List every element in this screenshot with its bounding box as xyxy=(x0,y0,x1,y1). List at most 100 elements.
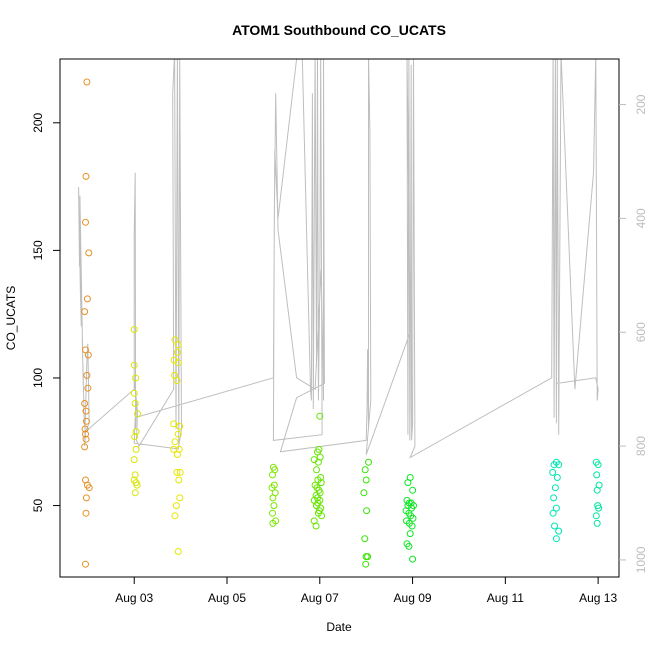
data-point-s3-6 xyxy=(269,494,277,502)
data-point-s4-4 xyxy=(314,458,322,466)
data-point-s6-18 xyxy=(405,542,413,550)
data-point-s1-4 xyxy=(131,400,139,407)
data-point-s2-2 xyxy=(173,348,181,356)
data-point-s0-13 xyxy=(81,425,89,433)
data-point-s2-8 xyxy=(176,422,184,430)
data-point-s7-9 xyxy=(551,522,558,530)
data-point-s2-9 xyxy=(174,430,182,438)
data-point-s2-7 xyxy=(170,420,178,428)
data-point-s6-16 xyxy=(406,530,414,538)
data-point-s2-0 xyxy=(171,336,179,344)
data-point-s1-8 xyxy=(132,445,140,453)
y2-tick-label: 400 xyxy=(634,208,648,228)
data-point-s5-0 xyxy=(365,458,372,466)
data-point-s8-8 xyxy=(593,519,601,527)
data-point-s8-2 xyxy=(593,471,601,479)
data-point-s1-1 xyxy=(130,361,138,369)
data-point-s0-7 xyxy=(84,351,92,359)
x-axis: Aug 03 Aug 05 Aug 07 Aug 09 Aug 11 Aug 13 xyxy=(115,577,617,605)
y2-tick-label: 200 xyxy=(634,94,648,114)
data-point-s8-7 xyxy=(592,512,600,520)
data-point-s2-18 xyxy=(172,502,180,510)
y-tick-label: 50 xyxy=(31,499,45,513)
profile-line xyxy=(78,59,599,459)
x-tick-label: Aug 13 xyxy=(579,591,617,605)
data-point-s0-5 xyxy=(81,308,89,316)
y2-tick-label: 600 xyxy=(634,322,648,342)
data-point-s7-6 xyxy=(550,494,558,502)
profile-line-layer xyxy=(78,59,599,459)
data-point-s7-11 xyxy=(552,535,560,543)
data-points-layer xyxy=(81,78,603,568)
data-point-s6-12 xyxy=(409,514,417,522)
data-point-s1-3 xyxy=(130,389,138,397)
data-point-s6-15 xyxy=(408,522,416,530)
data-point-s0-22 xyxy=(82,560,89,568)
y-tick-label: 200 xyxy=(31,112,45,132)
x-tick-label: Aug 03 xyxy=(115,591,153,605)
data-point-s0-10 xyxy=(81,400,89,407)
data-point-s2-6 xyxy=(173,377,181,384)
chart-title: ATOM1 Southbound CO_UCATS xyxy=(232,22,446,38)
data-point-s7-4 xyxy=(553,474,561,481)
data-point-s2-20 xyxy=(174,548,182,555)
data-point-s0-9 xyxy=(84,384,92,392)
data-point-s0-4 xyxy=(83,295,91,303)
data-point-s0-6 xyxy=(82,346,89,354)
data-point-s0-16 xyxy=(81,443,89,451)
data-point-s2-19 xyxy=(171,512,179,520)
plot-frame xyxy=(59,58,620,578)
data-point-s0-3 xyxy=(85,249,93,257)
y2-tick-label: 1000 xyxy=(634,546,648,573)
data-point-s5-4 xyxy=(363,507,371,515)
data-point-s5-3 xyxy=(360,489,368,497)
data-point-s7-10 xyxy=(555,527,563,535)
data-point-s1-7 xyxy=(131,433,139,441)
data-point-s2-1 xyxy=(174,341,182,349)
x-tick-label: Aug 05 xyxy=(208,591,246,605)
data-point-s7-1 xyxy=(550,461,558,469)
data-point-s0-1 xyxy=(82,172,90,180)
data-point-s0-15 xyxy=(82,435,90,443)
x-tick-label: Aug 11 xyxy=(487,591,524,605)
data-point-s3-7 xyxy=(270,502,278,510)
data-point-s5-7 xyxy=(364,553,372,561)
y-axis-label: CO_UCATS xyxy=(4,286,18,350)
data-point-s1-2 xyxy=(132,374,140,382)
data-point-s0-0 xyxy=(83,78,91,86)
data-point-s1-14 xyxy=(131,489,139,497)
data-point-s2-17 xyxy=(176,494,184,502)
data-point-s0-19 xyxy=(85,484,93,492)
data-point-s4-22 xyxy=(318,512,326,520)
data-point-s2-13 xyxy=(173,451,181,458)
data-point-s2-16 xyxy=(175,476,183,484)
y-axis: 50 100 150 200 xyxy=(31,112,60,512)
data-point-s8-1 xyxy=(594,461,602,469)
data-point-s8-6 xyxy=(595,504,603,512)
data-point-s7-7 xyxy=(552,504,560,512)
data-point-s0-14 xyxy=(82,430,89,438)
data-point-s3-4 xyxy=(268,484,276,492)
data-point-s6-1 xyxy=(404,479,412,487)
data-point-s1-6 xyxy=(132,428,140,436)
data-point-s7-2 xyxy=(555,461,563,469)
data-point-s8-4 xyxy=(593,486,601,494)
data-point-s0-8 xyxy=(83,371,91,379)
data-point-s2-14 xyxy=(176,468,184,476)
y-tick-label: 100 xyxy=(31,368,45,388)
data-point-s4-25 xyxy=(316,412,324,420)
data-point-s2-10 xyxy=(171,438,179,446)
data-point-s0-12 xyxy=(82,417,90,425)
y-tick-label: 150 xyxy=(31,240,45,260)
data-point-s3-10 xyxy=(269,519,277,527)
data-point-s4-5 xyxy=(313,466,320,474)
data-point-s0-11 xyxy=(82,407,90,415)
data-point-s0-20 xyxy=(82,494,90,502)
data-point-s4-24 xyxy=(312,522,320,530)
data-point-s1-5 xyxy=(134,410,141,418)
x-tick-label: Aug 09 xyxy=(394,591,432,605)
data-point-s2-4 xyxy=(174,359,182,367)
x-axis-label: Date xyxy=(326,620,352,634)
